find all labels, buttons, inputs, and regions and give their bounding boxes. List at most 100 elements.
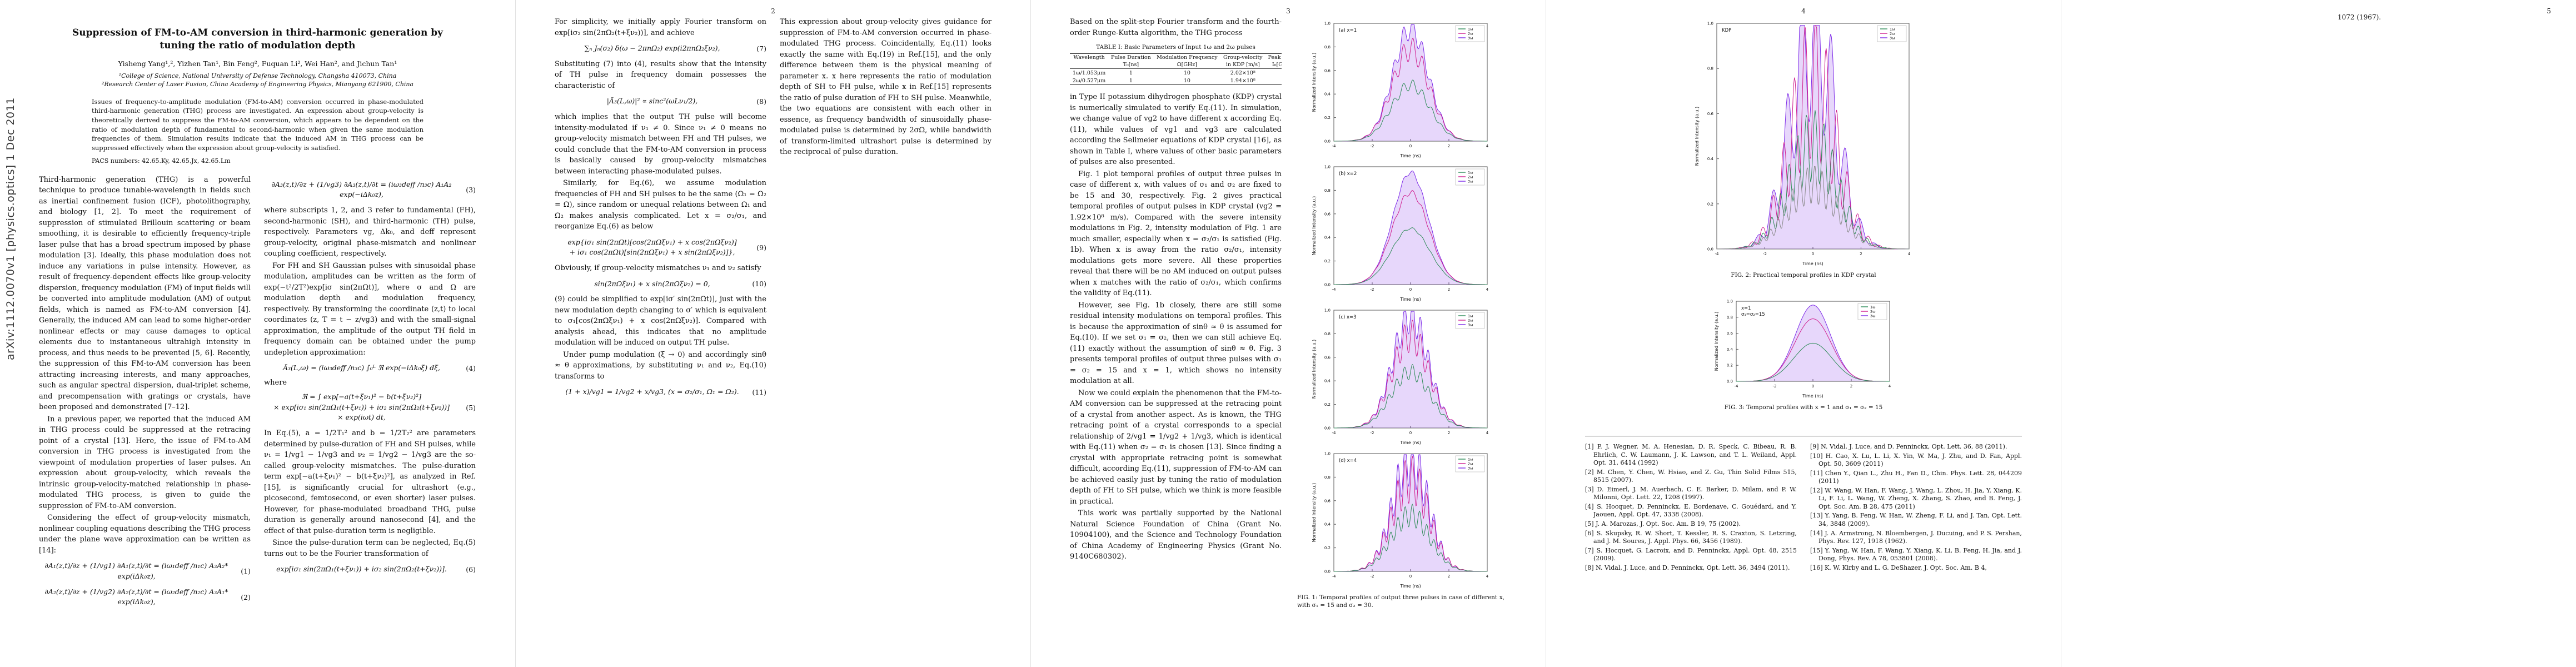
paragraph: Obviously, if group-velocity mismatches … [555, 264, 761, 272]
svg-text:1.0: 1.0 [1707, 22, 1713, 26]
equation-body: exp{iσ₁ sin(2πΩt)[cos(2πΩξν₁) + x cos(2π… [567, 237, 737, 257]
equation-number: (11) [752, 388, 766, 397]
svg-text:1.0: 1.0 [1324, 308, 1330, 313]
paragraph: For FH and SH Gaussian pulses with sinus… [264, 261, 476, 357]
svg-text:4: 4 [1889, 384, 1891, 389]
svg-text:4: 4 [1486, 287, 1488, 292]
svg-text:0.2: 0.2 [1324, 402, 1330, 407]
table-row: 2ω/0.527μm 1 10 1.94×10⁸ 2 [1070, 77, 1282, 85]
svg-text:0: 0 [1812, 252, 1814, 256]
equation-body: (1 + x)/vg1 = 1/vg2 + x/vg3, (x = σ₂/σ₁,… [565, 387, 739, 396]
svg-text:0: 0 [1409, 431, 1411, 435]
table-cell: Wavelength [1073, 54, 1105, 61]
svg-text:0.0: 0.0 [1324, 283, 1330, 287]
svg-text:0.4: 0.4 [1727, 347, 1733, 352]
svg-text:4: 4 [1486, 431, 1488, 435]
svg-text:3ω: 3ω [1468, 323, 1473, 327]
equation-10: sin(2πΩξν₁) + x sin(2πΩξν₂) = 0, (10) [555, 279, 766, 290]
paragraph: This expression about group-velocity giv… [780, 18, 991, 156]
svg-text:2ω: 2ω [1468, 175, 1473, 180]
table-cell: Ω[GHz] [1153, 61, 1221, 69]
paragraph: For simplicity, we initially apply Fouri… [555, 18, 766, 37]
equation-body: exp[iσ₁ sin(2πΩ₁(t+ξν₁)) + iσ₂ sin(2πΩ₂(… [276, 565, 447, 574]
svg-text:Normalized Intensity (a.u.): Normalized Intensity (a.u.) [1695, 107, 1700, 166]
paragraph: Considering the effect of group-velocity… [39, 514, 251, 555]
reference-continuation: 1072 (1967). [2338, 13, 2381, 21]
svg-text:1ω: 1ω [1468, 171, 1473, 175]
paragraph: (9) could be simplified to exp[iσ′ sin(2… [555, 295, 766, 347]
equation-body: ℜ = ∫ exp[−a(t+ξν₁)² − b(t+ξν₂)²] × exp[… [273, 392, 450, 422]
svg-text:x=1: x=1 [1741, 306, 1751, 311]
svg-text:0.8: 0.8 [1324, 188, 1330, 193]
svg-text:0.0: 0.0 [1727, 380, 1733, 384]
page2-columns: For simplicity, we initially apply Fouri… [555, 17, 991, 402]
svg-text:-4: -4 [1332, 144, 1336, 148]
references-left-column: [1] P. J. Wegner, M. A. Henesian, D. R. … [1585, 443, 1797, 573]
svg-text:(d) x=4: (d) x=4 [1339, 458, 1357, 464]
table-cell: 2ω/0.527μm [1072, 77, 1106, 84]
fig2-caption: FIG. 2: Practical temporal profiles in K… [1731, 272, 1876, 278]
svg-text:0.8: 0.8 [1324, 45, 1330, 49]
svg-text:2ω: 2ω [1870, 310, 1876, 314]
table-header-row: Wavelength Pulse Duration Modulation Fre… [1070, 54, 1282, 62]
fig3-caption: FIG. 3: Temporal profiles with x = 1 and… [1724, 404, 1883, 411]
svg-text:-4: -4 [1332, 287, 1336, 292]
equation-body: ∑ₙ Jₙ(σ₂) δ(ω − 2πnΩ₂) exp(i2πnΩ₂ξν₂), [584, 44, 720, 52]
svg-text:4: 4 [1486, 574, 1488, 579]
svg-text:2ω: 2ω [1468, 462, 1473, 466]
table-subheader-row: T₀[ns] Ω[GHz] in KDP [m/s] I₀[GW/cm²] [1070, 61, 1282, 69]
page3-left-column: Based on the split-step Fourier transfor… [1070, 17, 1282, 615]
table-cell: Pulse Duration [1111, 54, 1151, 61]
equation-body: Ã₃(L,ω) = (iω₃deff /n₃c) ∫₀ᴸ ℜ exp(−iΔk₀… [283, 364, 440, 372]
svg-text:0.0: 0.0 [1324, 140, 1330, 144]
reference-item: [16] K. W. Kirby and L. G. DeShazer, J. … [1810, 564, 1987, 571]
page-4: 4 0.0 0.2 0.4 0.6 0.8 1.0 -4 -2 0 2 4 Time (ns) Norm… [1546, 0, 2061, 667]
svg-text:Time (ns): Time (ns) [1399, 153, 1421, 158]
svg-text:Time (ns): Time (ns) [1802, 394, 1823, 399]
svg-text:Normalized Intensity (a.u.): Normalized Intensity (a.u.) [1714, 312, 1719, 371]
page-5: 5 1072 (1967). [2061, 0, 2576, 667]
affiliation-2: ²Research Center of Laser Fusion, China … [101, 81, 414, 88]
equation-number: (5) [466, 403, 476, 412]
svg-text:0.2: 0.2 [1324, 259, 1330, 263]
reference-item: [8] N. Vidal, J. Luce, and D. Penninckx,… [1585, 564, 1790, 571]
paragraph: Similarly, for Eq.(6), we assume modulat… [555, 179, 766, 231]
page3-columns: Based on the split-step Fourier transfor… [1070, 17, 1507, 615]
svg-text:0.0: 0.0 [1707, 247, 1713, 252]
svg-text:Normalized Intensity (a.u.): Normalized Intensity (a.u.) [1312, 53, 1317, 112]
pacs-line: PACS numbers: 42.65.Ky, 42.65.Jx, 42.65.… [92, 157, 231, 165]
equation-11: (1 + x)/vg1 = 1/vg2 + x/vg3, (x = σ₂/σ₁,… [555, 387, 766, 397]
equation-number: (10) [752, 280, 766, 288]
equation-number: (3) [466, 185, 476, 194]
equation-8: |Ã₃(L,ω)|² ∝ sinc²(ωLν₁/2), (8) [555, 96, 766, 107]
page3-right-column: 0.0 0.2 0.4 0.6 0.8 1.0 -4 -2 0 2 4 Time (ns) Normal… [1295, 17, 1507, 615]
page-2: 2 For simplicity, we initially apply Fou… [515, 0, 1030, 667]
svg-text:0.6: 0.6 [1324, 68, 1331, 73]
page-number: 2 [771, 7, 775, 15]
equation-body: sin(2πΩξν₁) + x sin(2πΩξν₂) = 0, [594, 279, 710, 288]
paragraph: which implies that the output TH pulse w… [555, 113, 766, 176]
equation-2: ∂A₂(z,t)/∂z + (1/vg2) ∂A₂(z,t)/∂t = (iω₂… [39, 587, 251, 608]
page4-figures: 0.0 0.2 0.4 0.6 0.8 1.0 -4 -2 0 2 4 Time (ns) Normal… [1585, 17, 2022, 417]
reference-item: [13] Y. Yang, B. Feng, W. Han, W. Zheng,… [1810, 512, 2022, 527]
svg-text:0.0: 0.0 [1324, 570, 1330, 574]
reference-item: [11] Chen Y., Qian L., Zhu H., Fan D., C… [1810, 469, 2022, 485]
equation-9: exp{iσ₁ sin(2πΩt)[cos(2πΩξν₁) + x cos(2π… [555, 237, 766, 258]
table-cell: 1ω/1.053μm [1072, 69, 1106, 76]
references-right-column: [9] N. Vidal, J. Luce, and D. Penninckx,… [1810, 443, 2022, 573]
svg-text:σ₁=σ₂=15: σ₁=σ₂=15 [1741, 312, 1765, 317]
svg-text:2: 2 [1860, 252, 1862, 256]
table-caption: TABLE I: Basic Parameters of Input 1ω an… [1096, 44, 1255, 51]
equation-body: ∂A₁(z,t)/∂z + (1/vg1) ∂A₁(z,t)/∂t = (iω₁… [44, 561, 228, 580]
equation-4: Ã₃(L,ω) = (iω₃deff /n₃c) ∫₀ᴸ ℜ exp(−iΔk₀… [264, 363, 476, 374]
svg-text:-2: -2 [1370, 144, 1374, 148]
paragraph: in Type II potassium dihydrogen phosphat… [1070, 93, 1282, 166]
svg-text:0.8: 0.8 [1324, 475, 1330, 480]
svg-text:0.4: 0.4 [1324, 522, 1331, 527]
fig2-kdp-figure: 0.0 0.2 0.4 0.6 0.8 1.0 -4 -2 0 2 4 Time (ns) Normal… [1692, 17, 1915, 268]
reference-item: [2] M. Chen, Y. Chen, W. Hsiao, and Z. G… [1585, 468, 1797, 484]
reference-item: [7] S. Hocquet, G. Lacroix, and D. Penni… [1585, 546, 1797, 563]
svg-text:(b) x=2: (b) x=2 [1339, 171, 1357, 177]
svg-text:0.8: 0.8 [1727, 315, 1733, 320]
svg-text:0.2: 0.2 [1324, 116, 1330, 120]
